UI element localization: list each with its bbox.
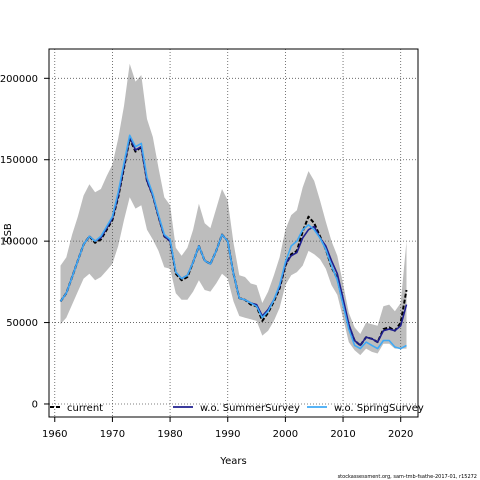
- confidence-band-layer: [60, 63, 407, 356]
- x-axis-title: Years: [219, 456, 246, 467]
- y-tick-label: 150000: [0, 155, 38, 166]
- x-tick-label: 1960: [42, 429, 67, 440]
- x-tick-label: 1990: [215, 429, 240, 440]
- y-tick-label: 0: [32, 399, 38, 410]
- y-tick-label: 200000: [0, 74, 38, 85]
- y-tick-label: 50000: [6, 318, 38, 329]
- y-tick-label: 100000: [0, 237, 38, 248]
- y-axis-title: SSB: [3, 223, 14, 243]
- x-tick-label: 2010: [330, 429, 355, 440]
- series-line-w-o-springsurvey: [59, 134, 407, 350]
- series-layer: [59, 134, 408, 350]
- x-tick-label: 1980: [157, 429, 182, 440]
- legend: current w.o. SummerSurvey w.o. SpringSurve…: [50, 403, 424, 414]
- footnote: stockassessment.org, sam-tmb-fsathe-2017…: [338, 474, 477, 480]
- x-tick-label: 2020: [388, 429, 413, 440]
- legend-label: w.o. SpringSurvey: [334, 403, 424, 414]
- x-tick-label: 1970: [100, 429, 125, 440]
- legend-label: w.o. SummerSurvey: [200, 403, 300, 414]
- grid-layer: [49, 49, 418, 417]
- axis-layer: 1960 1970 1980 1990 2000 2010 2020 0 50000 100000…: [0, 74, 413, 440]
- plot-frame: [48, 48, 419, 418]
- confidence-band: [60, 63, 407, 356]
- x-tick-label: 2000: [273, 429, 298, 440]
- legend-label: current: [67, 403, 103, 414]
